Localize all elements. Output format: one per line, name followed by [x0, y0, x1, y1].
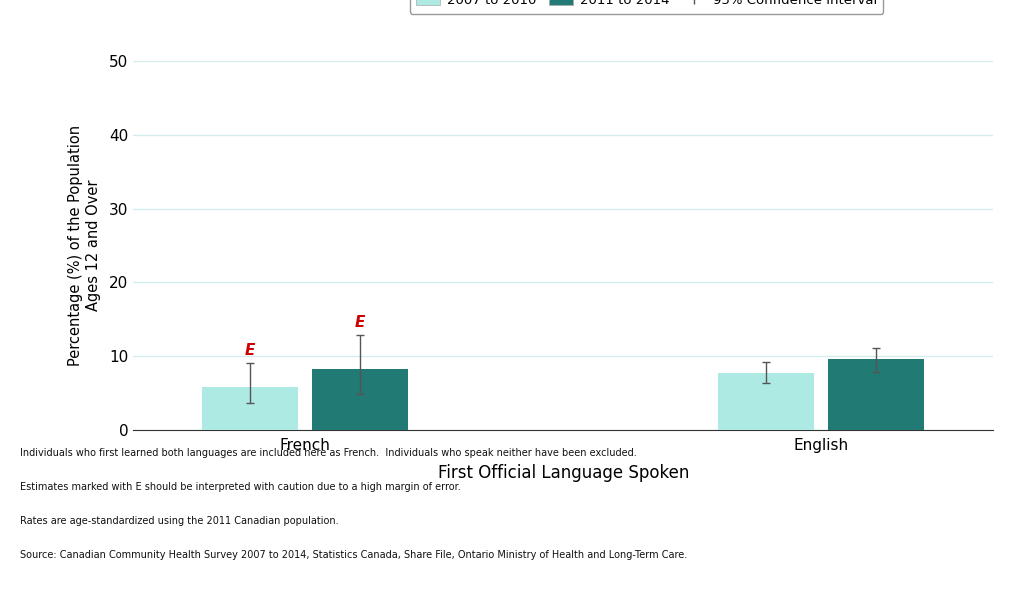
Y-axis label: Percentage (%) of the Population
Ages 12 and Over: Percentage (%) of the Population Ages 12…	[69, 125, 100, 366]
Text: E: E	[355, 314, 366, 330]
Text: Rates are age-standardized using the 2011 Canadian population.: Rates are age-standardized using the 201…	[20, 516, 339, 526]
Bar	[202, 387, 298, 430]
Text: Individuals who first learned both languages are included here as French.  Indiv: Individuals who first learned both langu…	[20, 448, 637, 458]
Legend: 2007 to 2010, 2011 to 2014, 95% Confidence Interval: 2007 to 2010, 2011 to 2014, 95% Confiden…	[410, 0, 884, 14]
Bar	[718, 373, 814, 430]
X-axis label: First Official Language Spoken: First Official Language Spoken	[437, 464, 689, 482]
Bar	[312, 368, 409, 430]
Text: E: E	[245, 343, 255, 357]
Text: Estimates marked with E should be interpreted with caution due to a high margin : Estimates marked with E should be interp…	[20, 482, 461, 492]
Bar	[828, 359, 925, 430]
Text: Source: Canadian Community Health Survey 2007 to 2014, Statistics Canada, Share : Source: Canadian Community Health Survey…	[20, 550, 688, 559]
